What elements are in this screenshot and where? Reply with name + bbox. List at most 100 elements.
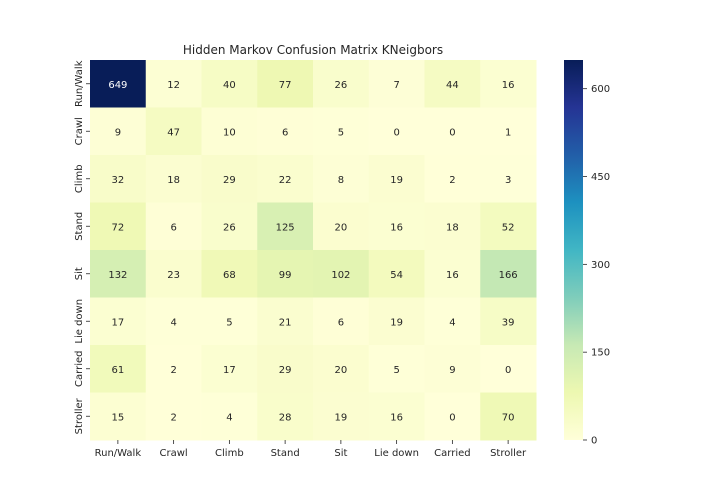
heatmap-cell: [424, 107, 481, 156]
cell-value-label: 40: [223, 80, 236, 91]
cell-value-label: 649: [108, 80, 127, 91]
heatmap-cell: [145, 297, 202, 346]
cell-value-label: 4: [449, 317, 455, 328]
heatmap-cell: [313, 107, 370, 156]
heatmap-cell: [90, 202, 147, 251]
cell-value-label: 1: [505, 127, 511, 138]
cell-value-label: 16: [446, 270, 459, 281]
heatmap-cell: [201, 202, 258, 251]
heatmap-cell: [368, 250, 425, 298]
cell-value-label: 166: [499, 270, 518, 281]
heatmap-cell: [424, 297, 481, 346]
heatmap-cell: [201, 60, 258, 108]
cell-value-label: 102: [331, 270, 350, 281]
cell-value-label: 5: [338, 127, 344, 138]
cell-value-label: 44: [446, 80, 459, 91]
heatmap-cell: [480, 250, 537, 298]
cell-value-label: 6: [338, 317, 344, 328]
cell-value-label: 5: [226, 317, 232, 328]
heatmap-cell: [313, 297, 370, 346]
heatmap-cell: [257, 60, 314, 108]
heatmap-cell: [90, 107, 147, 156]
x-tick-label: Carried: [434, 448, 470, 459]
cell-value-label: 6: [282, 127, 288, 138]
heatmap-cell: [368, 60, 425, 108]
cell-value-label: 6: [170, 222, 176, 233]
x-tick-label: Stand: [271, 448, 300, 459]
cell-value-label: 16: [390, 412, 403, 423]
heatmap-cell: [480, 155, 537, 203]
heatmap-cell: [257, 107, 314, 156]
cell-value-label: 23: [167, 270, 180, 281]
cell-value-label: 9: [115, 127, 121, 138]
cell-value-label: 12: [167, 80, 180, 91]
colorbar-tick-label: 450: [591, 172, 610, 183]
heatmap-cell: [257, 392, 314, 441]
colorbar-tick-label: 300: [591, 260, 610, 271]
cell-value-label: 20: [335, 365, 348, 376]
heatmap-cell: [313, 345, 370, 393]
cell-value-label: 99: [279, 270, 292, 281]
colorbar-gradient: [564, 60, 583, 440]
heatmap-cell: [313, 202, 370, 251]
x-tick-label: Lie down: [374, 448, 419, 459]
y-axis: Run/Walk Crawl Climb Stand Sit Lie down Carrie…: [74, 60, 90, 434]
cell-value-label: 68: [223, 270, 236, 281]
heatmap-cell: [313, 392, 370, 441]
heatmap-cell: [424, 202, 481, 251]
colorbar-tick-label: 600: [591, 84, 610, 95]
heatmap-cell: [90, 250, 147, 298]
heatmap-cell: [90, 297, 147, 346]
cell-value-label: 19: [335, 412, 348, 423]
heatmap-cell: [201, 392, 258, 441]
cell-value-label: 2: [449, 175, 455, 186]
cell-value-label: 22: [279, 175, 292, 186]
heatmap-cell: [368, 107, 425, 156]
heatmap-cell: [424, 155, 481, 203]
cell-value-label: 26: [223, 222, 236, 233]
cell-value-label: 0: [505, 365, 511, 376]
cell-value-label: 16: [502, 80, 515, 91]
x-tick-label: Climb: [215, 448, 244, 459]
x-tick-label: Run/Walk: [95, 448, 142, 459]
colorbar: 0 150 300 450 600: [564, 60, 610, 447]
cell-value-label: 29: [223, 175, 236, 186]
cell-value-label: 9: [449, 365, 455, 376]
heatmap-cell: [90, 60, 147, 108]
heatmap-cell: [480, 297, 537, 346]
heatmap-cell: [201, 107, 258, 156]
cell-value-label: 8: [338, 175, 344, 186]
cell-value-label: 39: [502, 317, 515, 328]
heatmap-cell: [368, 297, 425, 346]
cell-value-label: 47: [167, 127, 180, 138]
y-tick-label: Climb: [74, 164, 85, 193]
cell-value-label: 0: [449, 127, 455, 138]
x-tick-label: Sit: [334, 448, 347, 459]
heatmap-cell: [145, 60, 202, 108]
cell-value-label: 5: [393, 365, 399, 376]
heatmap-cell: [257, 297, 314, 346]
heatmap-cell: [145, 155, 202, 203]
cell-value-label: 17: [112, 317, 125, 328]
heatmap-cell: [90, 345, 147, 393]
heatmap-cell: [424, 250, 481, 298]
cell-value-label: 132: [108, 270, 127, 281]
heatmap-cell: [257, 345, 314, 393]
heatmap-cells: [90, 60, 537, 441]
cell-value-label: 70: [502, 412, 515, 423]
heatmap-cell: [368, 202, 425, 251]
cell-value-label: 26: [335, 80, 348, 91]
cell-value-label: 0: [393, 127, 399, 138]
heatmap-cell: [257, 202, 314, 251]
heatmap-cell: [313, 60, 370, 108]
x-tick-label: Crawl: [160, 448, 188, 459]
heatmap-cell: [201, 250, 258, 298]
cell-value-label: 2: [170, 365, 176, 376]
heatmap-cell: [480, 345, 537, 393]
cell-value-label: 4: [226, 412, 232, 423]
cell-value-label: 61: [112, 365, 125, 376]
y-tick-label: Stand: [74, 212, 85, 241]
heatmap-cell: [201, 297, 258, 346]
heatmap-cell: [424, 60, 481, 108]
